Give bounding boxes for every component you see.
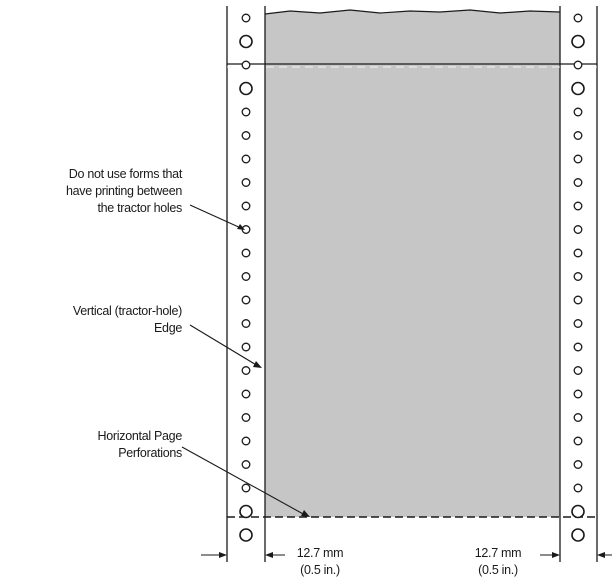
tractor-warning-line-2: have printing between <box>65 184 182 198</box>
left-tractor-hole <box>241 272 251 281</box>
tractor-warning-arrowhead <box>237 224 245 230</box>
right-tractor-hole <box>573 272 583 281</box>
right-dimension-imperial: (0.5 in.) <box>478 563 518 577</box>
left-tractor-hole <box>241 60 251 70</box>
tractor-warning-label: Do not use forms that have printing betw… <box>20 166 182 217</box>
left-tractor-hole <box>239 528 253 542</box>
right-tractor-hole <box>573 295 583 305</box>
left-tractor-hole <box>241 342 251 352</box>
right-tractor-hole <box>573 460 583 469</box>
left-tractor-hole <box>241 413 251 422</box>
right-tractor-hole <box>573 483 583 493</box>
right-tractor-hole <box>573 225 583 234</box>
right-tractor-hole <box>573 436 583 446</box>
right-tractor-hole <box>573 131 583 140</box>
right-dimension-metric: 12.7 mm <box>474 546 522 560</box>
tractor-warning-line-1: Do not use forms that <box>68 167 183 181</box>
left-tractor-holes <box>239 13 253 542</box>
left-tractor-hole <box>239 81 253 96</box>
left-dimension-arrow-out <box>265 552 273 558</box>
vertical-edge-label: Vertical (tractor-hole) Edge <box>10 303 182 337</box>
right-tractor-hole <box>571 34 585 49</box>
right-tractor-hole <box>571 528 585 542</box>
right-tractor-holes <box>571 13 585 542</box>
right-tractor-hole <box>573 319 583 328</box>
right-tractor-hole <box>573 389 583 399</box>
right-tractor-hole <box>573 107 583 117</box>
right-dimension-arrow-in <box>552 552 560 558</box>
right-tractor-hole <box>573 60 583 70</box>
left-dimension-metric: 12.7 mm <box>296 546 344 560</box>
left-dimension-imperial: (0.5 in.) <box>300 563 340 577</box>
left-tractor-hole <box>239 504 253 519</box>
left-tractor-hole <box>241 107 251 117</box>
right-tractor-hole <box>573 13 583 23</box>
right-dimension-label: 12.7 mm (0.5 in.) <box>458 545 538 579</box>
tractor-warning-leader <box>189 204 244 230</box>
left-tractor-hole <box>241 154 251 164</box>
tractor-warning-line-3: the tractor holes <box>97 201 182 215</box>
left-tractor-hole <box>241 201 251 211</box>
left-dimension-label: 12.7 mm (0.5 in.) <box>280 545 360 579</box>
right-tractor-hole <box>571 81 585 96</box>
left-dimension-arrow-in <box>219 552 227 558</box>
vertical-edge-leader <box>189 324 259 367</box>
left-tractor-hole <box>241 483 251 493</box>
torn-top-edge <box>264 9 561 15</box>
right-tractor-hole <box>571 504 585 519</box>
right-tractor-hole <box>573 201 583 211</box>
left-tractor-hole <box>241 295 251 305</box>
perforations-line-2: Perforations <box>118 446 182 460</box>
right-tractor-hole <box>573 413 583 422</box>
left-tractor-hole <box>241 178 251 187</box>
perforations-arrowhead <box>301 510 310 517</box>
printable-area <box>265 10 560 517</box>
left-tractor-hole <box>239 34 253 49</box>
perforations-line-1: Horizontal Page <box>97 429 183 443</box>
right-tractor-hole <box>573 342 583 352</box>
left-tractor-hole <box>241 13 251 23</box>
right-tractor-hole <box>573 248 583 258</box>
perforations-leader <box>181 446 306 516</box>
left-tractor-hole <box>241 131 251 140</box>
left-tractor-hole <box>241 460 251 469</box>
right-tractor-hole <box>573 366 583 375</box>
left-tractor-hole <box>241 366 251 375</box>
right-tractor-hole <box>573 154 583 164</box>
right-dimension-arrow-out <box>597 552 605 558</box>
vertical-edge-arrowhead <box>253 361 262 368</box>
left-tractor-hole <box>241 389 251 399</box>
left-tractor-hole <box>241 319 251 328</box>
perforations-label: Horizontal Page Perforations <box>20 428 183 462</box>
vertical-edge-line-2: Edge <box>154 321 182 335</box>
vertical-edge-line-1: Vertical (tractor-hole) <box>72 304 182 318</box>
left-tractor-hole <box>241 248 251 258</box>
right-tractor-hole <box>573 178 583 187</box>
left-tractor-hole <box>241 436 251 446</box>
